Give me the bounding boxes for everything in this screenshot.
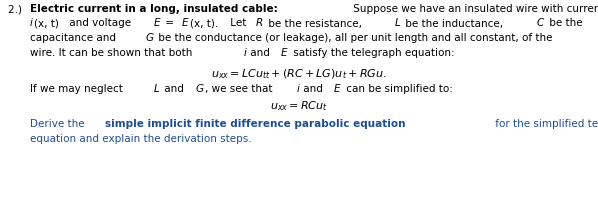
Text: $u_{xx} = LCu_{tt} + (RC + LG)u_t + RGu.$: $u_{xx} = LCu_{tt} + (RC + LG)u_t + RGu.… — [211, 67, 387, 80]
Text: =: = — [163, 18, 178, 28]
Text: i: i — [297, 83, 300, 93]
Text: L: L — [395, 18, 401, 28]
Text: satisfy the telegraph equation:: satisfy the telegraph equation: — [289, 47, 454, 57]
Text: E: E — [281, 47, 288, 57]
Text: and: and — [300, 83, 327, 93]
Text: (x, t): (x, t) — [33, 18, 59, 28]
Text: G: G — [195, 83, 203, 93]
Text: Electric current in a long, insulated cable:: Electric current in a long, insulated ca… — [30, 4, 278, 14]
Text: capacitance and: capacitance and — [30, 33, 119, 43]
Text: for the simplified telegraph: for the simplified telegraph — [492, 118, 598, 128]
Text: be the resistance,: be the resistance, — [266, 18, 366, 28]
Text: If we may neglect: If we may neglect — [30, 83, 126, 93]
Text: , we see that: , we see that — [206, 83, 276, 93]
Text: i: i — [244, 47, 246, 57]
Text: Suppose we have an insulated wire with current: Suppose we have an insulated wire with c… — [350, 4, 598, 14]
Text: $u_{xx} = RCu_t$: $u_{xx} = RCu_t$ — [270, 99, 328, 113]
Text: equation and explain the derivation steps.: equation and explain the derivation step… — [30, 134, 252, 144]
Text: (x, t).: (x, t). — [191, 18, 219, 28]
Text: and: and — [161, 83, 188, 93]
Text: R: R — [256, 18, 263, 28]
Text: L: L — [154, 83, 160, 93]
Text: Derive the: Derive the — [30, 118, 88, 128]
Text: E: E — [334, 83, 341, 93]
Text: C: C — [537, 18, 544, 28]
Text: G: G — [145, 33, 153, 43]
Text: E: E — [182, 18, 188, 28]
Text: be the inductance,: be the inductance, — [402, 18, 507, 28]
Text: and: and — [248, 47, 273, 57]
Text: 2.): 2.) — [8, 4, 25, 14]
Text: and voltage: and voltage — [66, 18, 134, 28]
Text: i: i — [30, 18, 33, 28]
Text: be the conductance (or leakage), all per unit length and all constant, of the: be the conductance (or leakage), all per… — [155, 33, 553, 43]
Text: E: E — [154, 18, 160, 28]
Text: Let: Let — [227, 18, 249, 28]
Text: can be simplified to:: can be simplified to: — [343, 83, 453, 93]
Text: be the: be the — [547, 18, 583, 28]
Text: simple implicit finite difference parabolic equation: simple implicit finite difference parabo… — [105, 118, 405, 128]
Text: wire. It can be shown that both: wire. It can be shown that both — [30, 47, 196, 57]
